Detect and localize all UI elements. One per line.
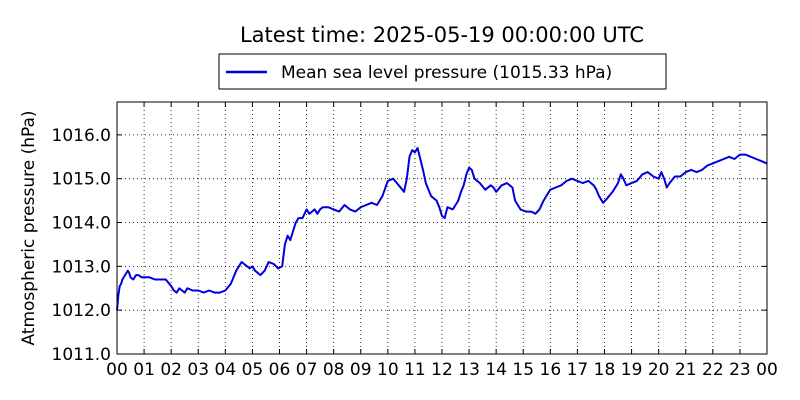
chart-title: Latest time: 2025-05-19 00:00:00 UTC (240, 23, 644, 47)
x-tick-label: 15 (512, 360, 534, 380)
x-tick-label: 03 (187, 360, 209, 380)
x-tick-label: 00 (106, 360, 128, 380)
x-tick-label: 08 (323, 360, 345, 380)
x-tick-label: 09 (350, 360, 372, 380)
x-tick-labels: 00 01 02 03 04 05 06 07 08 09 10 11 12 13 14 15 16 17 18 19… (106, 360, 778, 380)
x-tick-label: 06 (269, 360, 291, 380)
y-tick-label: 1013.0 (52, 257, 111, 277)
x-tick-label: 16 (540, 360, 562, 380)
x-tick-label: 00 (756, 360, 778, 380)
x-tick-label: 23 (729, 360, 751, 380)
x-tick-label: 02 (160, 360, 182, 380)
x-tick-label: 07 (296, 360, 318, 380)
y-tick-label: 1014.0 (52, 214, 111, 234)
y-axis-label: Atmospheric pressure (hPa) (19, 110, 39, 345)
x-tick-label: 05 (242, 360, 264, 380)
x-tick-label: 10 (377, 360, 399, 380)
x-tick-label: 04 (215, 360, 237, 380)
x-tick-label: 17 (567, 360, 589, 380)
x-tick-label: 22 (702, 360, 724, 380)
axis-ticks (116, 102, 768, 355)
x-tick-label: 20 (648, 360, 670, 380)
y-tick-labels: 1011.0 1012.0 1013.0 1014.0 1015.0 1016.0 (52, 126, 111, 365)
y-tick-label: 1012.0 (52, 301, 111, 321)
series-line-pressure (116, 147, 768, 311)
legend-label-pressure: Mean sea level pressure (1015.33 hPa) (281, 63, 612, 83)
x-tick-label: 12 (431, 360, 453, 380)
y-tick-label: 1011.0 (52, 345, 111, 365)
x-tick-label: 01 (133, 360, 155, 380)
x-tick-label: 21 (675, 360, 697, 380)
x-tick-label: 11 (404, 360, 426, 380)
plot-frame (116, 101, 768, 355)
grid-lines (116, 102, 768, 355)
legend: Mean sea level pressure (1015.33 hPa) (218, 53, 667, 90)
x-tick-label: 18 (594, 360, 616, 380)
y-tick-label: 1016.0 (52, 126, 111, 146)
x-tick-label: 19 (621, 360, 643, 380)
legend-box (218, 53, 667, 90)
x-tick-label: 14 (485, 360, 507, 380)
y-tick-label: 1015.0 (52, 170, 111, 190)
x-tick-label: 13 (458, 360, 480, 380)
